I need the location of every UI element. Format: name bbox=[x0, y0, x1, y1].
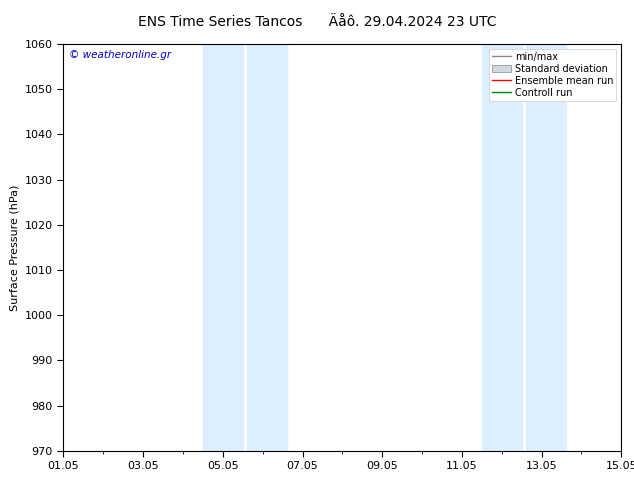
Bar bbox=[526, 44, 566, 451]
Text: © weatheronline.gr: © weatheronline.gr bbox=[69, 50, 171, 60]
Y-axis label: Surface Pressure (hPa): Surface Pressure (hPa) bbox=[10, 184, 19, 311]
Bar bbox=[482, 44, 522, 451]
Text: ENS Time Series Tancos      Äåô. 29.04.2024 23 UTC: ENS Time Series Tancos Äåô. 29.04.2024 2… bbox=[138, 15, 496, 29]
Bar bbox=[203, 44, 243, 451]
Bar bbox=[247, 44, 287, 451]
Legend: min/max, Standard deviation, Ensemble mean run, Controll run: min/max, Standard deviation, Ensemble me… bbox=[489, 49, 616, 100]
